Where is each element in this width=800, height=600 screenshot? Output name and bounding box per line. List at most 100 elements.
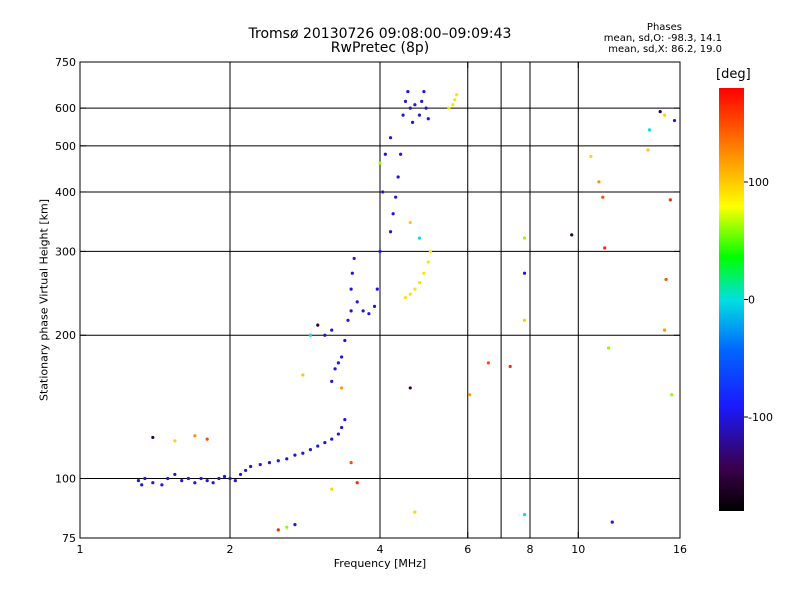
data-point-scattered-echoes bbox=[349, 461, 353, 465]
data-point-x-mode-trace bbox=[447, 106, 451, 110]
data-point-o-mode-trace bbox=[143, 476, 147, 481]
data-point-o-mode-trace bbox=[401, 113, 405, 117]
data-point-scattered-echoes bbox=[522, 318, 527, 322]
colorbar-unit-label: [deg] bbox=[716, 67, 751, 82]
data-point-o-mode-trace bbox=[420, 99, 424, 103]
y-tick-label: 600 bbox=[55, 102, 76, 115]
data-point-o-mode-trace bbox=[388, 230, 393, 234]
data-point-scattered-echoes bbox=[662, 328, 667, 332]
data-point-scattered-echoes bbox=[408, 386, 412, 390]
data-point-o-mode-trace bbox=[217, 476, 221, 481]
y-tick-label: 500 bbox=[55, 140, 76, 153]
data-point-o-mode-trace bbox=[267, 461, 272, 465]
data-points bbox=[136, 89, 677, 532]
data-point-x-mode-trace bbox=[413, 287, 417, 291]
data-point-o-mode-trace bbox=[160, 483, 164, 487]
data-point-o-mode-trace bbox=[276, 459, 280, 463]
data-point-scattered-echoes bbox=[664, 277, 668, 282]
data-point-o-mode-trace bbox=[408, 106, 412, 110]
data-point-o-mode-trace bbox=[350, 271, 354, 275]
data-point-scattered-echoes bbox=[597, 180, 601, 184]
data-point-scattered-echoes bbox=[308, 333, 313, 337]
data-point-scattered-echoes bbox=[670, 393, 674, 397]
data-point-o-mode-trace bbox=[233, 479, 237, 483]
data-point-x-mode-trace bbox=[455, 93, 459, 97]
data-point-scattered-echoes bbox=[662, 113, 667, 117]
data-point-scattered-echoes bbox=[301, 373, 305, 377]
chart-subtitle: RwPretec (8p) bbox=[330, 40, 430, 56]
data-point-o-mode-trace bbox=[301, 451, 305, 455]
data-point-scattered-echoes bbox=[173, 439, 177, 443]
data-point-o-mode-trace bbox=[222, 474, 227, 479]
data-point-o-mode-trace bbox=[413, 103, 417, 107]
data-point-scattered-echoes bbox=[610, 520, 614, 524]
data-point-scattered-echoes bbox=[293, 523, 297, 527]
data-point-o-mode-trace bbox=[186, 476, 190, 481]
x-tick-label: 1 bbox=[77, 543, 84, 556]
data-point-o-mode-trace bbox=[323, 333, 327, 337]
data-point-o-mode-trace bbox=[367, 312, 371, 316]
data-point-o-mode-trace bbox=[378, 249, 382, 254]
data-point-x-mode-trace bbox=[403, 295, 408, 300]
data-point-o-mode-trace bbox=[403, 99, 408, 103]
x-tick-label: 8 bbox=[527, 543, 534, 556]
data-point-scattered-echoes bbox=[589, 154, 593, 159]
data-point-x-mode-trace bbox=[417, 280, 422, 285]
data-point-o-mode-trace bbox=[330, 328, 334, 332]
colorbar-ticks: 100 0 -100 bbox=[744, 176, 773, 424]
data-point-o-mode-trace bbox=[173, 472, 177, 477]
data-point-x-mode-trace bbox=[451, 103, 455, 107]
data-point-scattered-echoes bbox=[522, 271, 527, 275]
data-point-o-mode-trace bbox=[140, 483, 144, 487]
x-tick-label: 16 bbox=[673, 543, 687, 556]
data-point-scattered-echoes bbox=[658, 110, 662, 114]
data-point-o-mode-trace bbox=[372, 304, 377, 308]
data-point-o-mode-trace bbox=[417, 113, 422, 117]
y-tick-label: 750 bbox=[55, 56, 76, 69]
data-point-scattered-echoes bbox=[388, 136, 393, 140]
chart-title: Tromsø 20130726 09:08:00–09:09:43 bbox=[248, 26, 512, 42]
data-point-o-mode-trace bbox=[361, 309, 365, 313]
data-point-o-mode-trace bbox=[238, 472, 243, 477]
data-point-o-mode-trace bbox=[205, 479, 209, 483]
data-point-o-mode-trace bbox=[352, 256, 356, 261]
data-point-o-mode-trace bbox=[375, 287, 379, 291]
data-point-scattered-echoes bbox=[413, 510, 417, 514]
data-point-scattered-echoes bbox=[330, 487, 334, 491]
data-point-o-mode-trace bbox=[330, 379, 334, 383]
data-point-o-mode-trace bbox=[336, 361, 340, 365]
data-point-scattered-echoes bbox=[316, 323, 320, 327]
axis-ticks: 1 2 4 6 8 10 16 75 100 200 300 400 500 600 750 bbox=[55, 56, 687, 556]
data-point-o-mode-trace bbox=[422, 89, 426, 94]
data-point-o-mode-trace bbox=[340, 425, 344, 430]
data-point-scattered-echoes bbox=[603, 246, 607, 250]
data-point-scattered-echoes bbox=[522, 512, 527, 517]
data-point-scattered-echoes bbox=[601, 195, 605, 199]
data-point-o-mode-trace bbox=[244, 468, 248, 473]
data-point-o-mode-trace bbox=[293, 453, 297, 457]
data-point-o-mode-trace bbox=[410, 120, 415, 124]
data-point-o-mode-trace bbox=[136, 479, 141, 483]
colorbar-tick-label: 100 bbox=[748, 176, 769, 189]
data-point-scattered-echoes bbox=[668, 198, 672, 202]
data-point-scattered-echoes bbox=[193, 434, 197, 438]
data-point-o-mode-trace bbox=[166, 476, 170, 481]
data-point-scattered-echoes bbox=[417, 236, 422, 240]
data-point-o-mode-trace bbox=[180, 479, 184, 483]
data-point-o-mode-trace bbox=[285, 457, 289, 461]
data-point-scattered-echoes bbox=[672, 118, 677, 123]
data-point-scattered-echoes bbox=[151, 435, 155, 440]
data-point-o-mode-trace bbox=[424, 106, 428, 110]
data-point-o-mode-trace bbox=[394, 195, 398, 199]
y-tick-label: 400 bbox=[55, 186, 76, 199]
data-point-o-mode-trace bbox=[249, 464, 253, 469]
data-point-o-mode-trace bbox=[199, 476, 203, 481]
data-point-x-mode-trace bbox=[426, 260, 430, 264]
data-point-scattered-echoes bbox=[285, 525, 289, 529]
data-point-o-mode-trace bbox=[383, 152, 387, 156]
data-point-x-mode-trace bbox=[428, 249, 433, 254]
data-point-o-mode-trace bbox=[330, 437, 334, 441]
data-point-x-mode-trace bbox=[408, 292, 412, 296]
x-mode-phase-stats: mean, sd,X: 86.2, 19.0 bbox=[608, 44, 722, 55]
data-point-o-mode-trace bbox=[316, 444, 320, 448]
